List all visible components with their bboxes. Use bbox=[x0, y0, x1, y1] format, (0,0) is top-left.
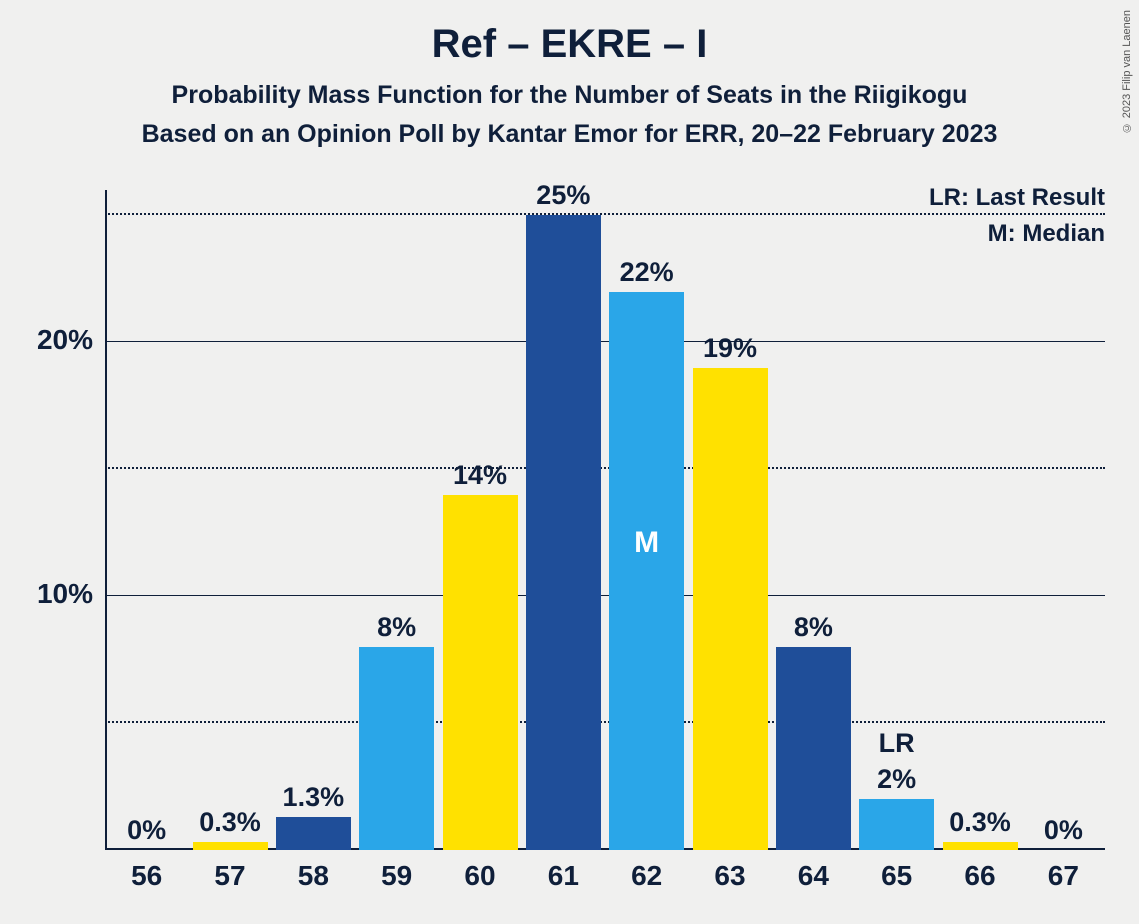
x-tick-label: 56 bbox=[131, 850, 162, 892]
median-marker: M bbox=[634, 526, 659, 560]
bar-value-label: 14% bbox=[453, 460, 507, 495]
bar: 2%LR bbox=[859, 799, 934, 850]
bar-value-label: 8% bbox=[377, 612, 416, 647]
gridline-minor bbox=[105, 721, 1105, 723]
plot-area: LR: Last Result M: Median 10%20%56575859… bbox=[105, 190, 1105, 850]
x-tick-label: 67 bbox=[1048, 850, 1079, 892]
x-tick-label: 66 bbox=[964, 850, 995, 892]
y-tick-label: 10% bbox=[37, 578, 105, 610]
y-tick-label: 20% bbox=[37, 324, 105, 356]
bar-value-label: 1.3% bbox=[283, 782, 345, 817]
gridline-minor bbox=[105, 213, 1105, 215]
bar-value-label: 8% bbox=[794, 612, 833, 647]
bar-value-label: 25% bbox=[536, 180, 590, 215]
bar-value-label: 0.3% bbox=[199, 807, 261, 842]
chart-subtitle-2: Based on an Opinion Poll by Kantar Emor … bbox=[0, 120, 1139, 149]
bar: 1.3% bbox=[276, 817, 351, 850]
copyright: © 2023 Filip van Laenen bbox=[1121, 10, 1133, 133]
last-result-marker: LR bbox=[879, 728, 915, 799]
bar: 0.3% bbox=[193, 842, 268, 850]
bar-value-label: 0% bbox=[1044, 815, 1083, 850]
gridline bbox=[105, 595, 1105, 596]
gridline-minor bbox=[105, 467, 1105, 469]
x-tick-label: 65 bbox=[881, 850, 912, 892]
x-tick-label: 61 bbox=[548, 850, 579, 892]
chart-subtitle-1: Probability Mass Function for the Number… bbox=[0, 81, 1139, 110]
x-tick-label: 59 bbox=[381, 850, 412, 892]
bar-value-label: 22% bbox=[620, 257, 674, 292]
bar: 22%M bbox=[609, 292, 684, 850]
x-tick-label: 62 bbox=[631, 850, 662, 892]
bar: 25% bbox=[526, 215, 601, 850]
bar: 0.3% bbox=[943, 842, 1018, 850]
bar-value-label: 0.3% bbox=[949, 807, 1011, 842]
gridline bbox=[105, 341, 1105, 342]
chart-container: © 2023 Filip van Laenen Ref – EKRE – I P… bbox=[0, 0, 1139, 924]
legend-lr: LR: Last Result bbox=[929, 184, 1105, 212]
bar-value-label: 0% bbox=[127, 815, 166, 850]
x-tick-label: 57 bbox=[214, 850, 245, 892]
bar: 8% bbox=[359, 647, 434, 850]
legend-m: M: Median bbox=[988, 220, 1105, 248]
bar: 8% bbox=[776, 647, 851, 850]
x-tick-label: 64 bbox=[798, 850, 829, 892]
x-tick-label: 58 bbox=[298, 850, 329, 892]
bar-value-label: 19% bbox=[703, 333, 757, 368]
x-tick-label: 60 bbox=[464, 850, 495, 892]
bar: 19% bbox=[693, 368, 768, 850]
chart-title: Ref – EKRE – I bbox=[0, 0, 1139, 67]
bar: 14% bbox=[443, 495, 518, 850]
x-tick-label: 63 bbox=[714, 850, 745, 892]
y-axis-line bbox=[105, 190, 107, 850]
